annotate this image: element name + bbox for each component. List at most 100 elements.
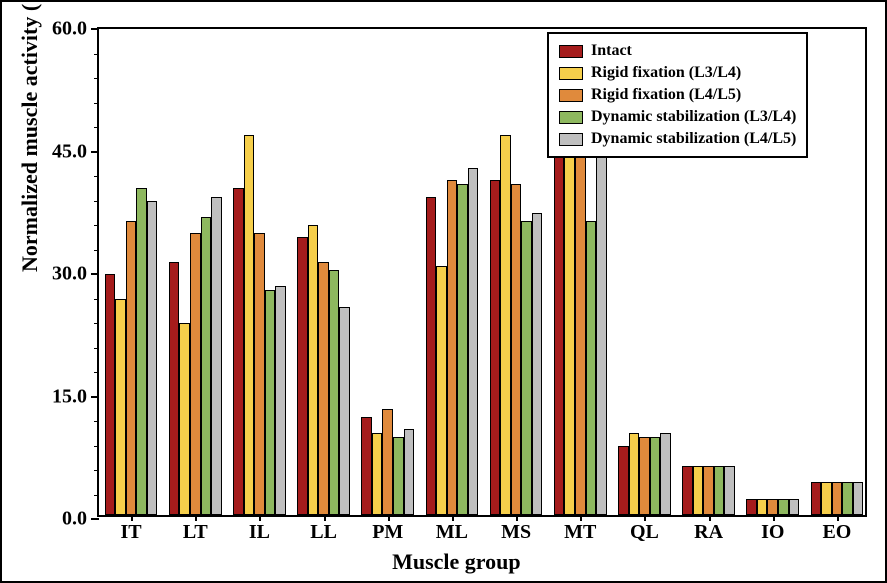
y-tick-minor — [94, 201, 99, 202]
bar — [201, 217, 212, 515]
legend-label: Dynamic stabilization (L3/L4) — [591, 109, 796, 125]
legend-swatch — [559, 111, 583, 124]
bar — [244, 135, 255, 515]
y-tick-minor — [94, 103, 99, 104]
y-tick-major — [91, 28, 99, 30]
bar — [789, 499, 800, 515]
y-tick-minor — [94, 176, 99, 177]
y-tick-label: 15.0 — [52, 385, 87, 408]
bar — [778, 499, 789, 515]
bar — [318, 262, 329, 515]
bar — [105, 274, 116, 515]
y-tick-label: 45.0 — [52, 140, 87, 163]
legend-row: Intact — [559, 40, 796, 62]
bar — [554, 156, 565, 515]
bar — [275, 286, 286, 515]
bar — [586, 221, 597, 515]
bar — [500, 135, 511, 515]
bar — [629, 433, 640, 515]
bar — [853, 482, 864, 515]
legend-row: Dynamic stabilization (L4/L5) — [559, 128, 796, 150]
legend-swatch — [559, 67, 583, 80]
bar — [682, 466, 693, 515]
y-tick-minor — [94, 250, 99, 251]
legend-row: Rigid fixation (L3/L4) — [559, 62, 796, 84]
bar — [426, 197, 437, 516]
y-tick-minor — [94, 127, 99, 128]
bar — [767, 499, 778, 515]
chart-frame: Normalized muscle activity (%) Muscle gr… — [0, 0, 887, 583]
y-tick-minor — [94, 372, 99, 373]
x-category-label: IO — [761, 521, 784, 544]
bar — [564, 107, 575, 515]
y-tick-minor — [94, 78, 99, 79]
x-category-label: IL — [249, 521, 270, 544]
bar — [136, 188, 147, 515]
bar — [339, 307, 350, 515]
bar — [169, 262, 180, 515]
bar — [361, 417, 372, 515]
bar — [660, 433, 671, 515]
x-category-label: PM — [372, 521, 403, 544]
bar — [147, 201, 158, 515]
y-tick-minor — [94, 299, 99, 300]
bar — [757, 499, 768, 515]
x-axis-title: Muscle group — [392, 549, 521, 575]
x-category-label: RA — [694, 521, 723, 544]
bar — [596, 156, 607, 515]
bar — [457, 184, 468, 515]
bar — [115, 299, 126, 515]
bar — [842, 482, 853, 515]
bar — [233, 188, 244, 515]
y-tick-minor — [94, 323, 99, 324]
x-category-label: QL — [630, 521, 659, 544]
bar — [693, 466, 704, 515]
legend: Intact Rigid fixation (L3/L4) Rigid fixati… — [547, 32, 808, 158]
x-category-label: LT — [183, 521, 208, 544]
y-tick-major — [91, 518, 99, 520]
bar — [650, 437, 661, 515]
legend-label: Rigid fixation (L4/L5) — [591, 87, 741, 103]
bar — [382, 409, 393, 515]
x-axis-title-text: Muscle group — [392, 549, 521, 574]
legend-swatch — [559, 89, 583, 102]
x-category-label: MT — [564, 521, 596, 544]
x-category-label: EO — [822, 521, 851, 544]
legend-label: Dynamic stabilization (L4/L5) — [591, 131, 796, 147]
y-tick-major — [91, 396, 99, 398]
bar — [211, 197, 222, 516]
bar — [832, 482, 843, 515]
bar — [714, 466, 725, 515]
bar — [190, 233, 201, 515]
bar — [724, 466, 735, 515]
bar — [297, 237, 308, 515]
legend-swatch — [559, 45, 583, 58]
x-category-label: MS — [501, 521, 531, 544]
y-tick-minor — [94, 348, 99, 349]
y-tick-label: 0.0 — [62, 508, 87, 531]
y-tick-major — [91, 273, 99, 275]
y-tick-minor — [94, 421, 99, 422]
bar — [703, 466, 714, 515]
y-tick-minor — [94, 495, 99, 496]
bar — [521, 221, 532, 515]
y-tick-minor — [94, 470, 99, 471]
legend-row: Rigid fixation (L4/L5) — [559, 84, 796, 106]
y-axis-title-text: Normalized muscle activity (%) — [17, 0, 42, 272]
bar — [404, 429, 415, 515]
bar — [511, 184, 522, 515]
bar — [436, 266, 447, 515]
bar — [329, 270, 340, 515]
y-axis-title: Normalized muscle activity (%) — [17, 0, 43, 272]
y-tick-label: 60.0 — [52, 18, 87, 41]
legend-swatch — [559, 133, 583, 146]
legend-row: Dynamic stabilization (L3/L4) — [559, 106, 796, 128]
bar — [254, 233, 265, 515]
bar — [126, 221, 137, 515]
legend-label: Rigid fixation (L3/L4) — [591, 65, 741, 81]
bar — [575, 148, 586, 516]
y-tick-label: 30.0 — [52, 263, 87, 286]
y-tick-major — [91, 151, 99, 153]
bar — [468, 168, 479, 515]
x-category-label: LL — [310, 521, 337, 544]
